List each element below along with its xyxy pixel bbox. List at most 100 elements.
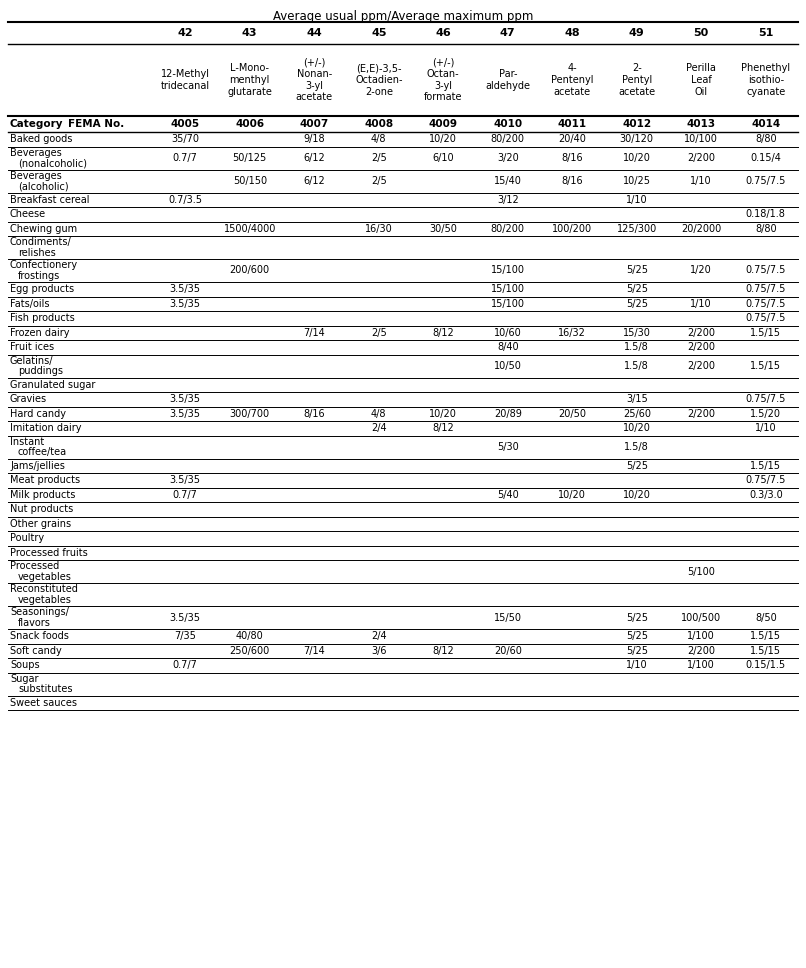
Text: 15/50: 15/50: [494, 613, 521, 622]
Text: 12-Methyl
tridecanal: 12-Methyl tridecanal: [160, 69, 210, 91]
Text: 0.75/7.5: 0.75/7.5: [746, 265, 786, 276]
Text: (nonalcoholic): (nonalcoholic): [18, 158, 87, 168]
Text: 250/600: 250/600: [230, 646, 270, 655]
Text: 5/25: 5/25: [625, 285, 648, 294]
Text: 30/50: 30/50: [430, 224, 457, 233]
Text: Fruit ices: Fruit ices: [10, 343, 54, 352]
Text: 15/40: 15/40: [494, 176, 521, 186]
Text: 80/200: 80/200: [491, 224, 525, 233]
Text: 1.5/15: 1.5/15: [750, 328, 781, 338]
Text: 46: 46: [435, 28, 451, 38]
Text: 8/12: 8/12: [432, 646, 454, 655]
Text: 16/30: 16/30: [365, 224, 393, 233]
Text: 43: 43: [242, 28, 257, 38]
Text: Other grains: Other grains: [10, 519, 71, 529]
Text: 8/80: 8/80: [755, 135, 776, 144]
Text: 1500/4000: 1500/4000: [223, 224, 276, 233]
Text: 200/600: 200/600: [230, 265, 270, 276]
Text: Frozen dairy: Frozen dairy: [10, 328, 69, 338]
Text: 4/8: 4/8: [371, 408, 387, 419]
Text: 10/100: 10/100: [684, 135, 718, 144]
Text: 20/2000: 20/2000: [681, 224, 721, 233]
Text: Jams/jellies: Jams/jellies: [10, 461, 64, 470]
Text: 3.5/35: 3.5/35: [170, 613, 201, 622]
Text: Category: Category: [10, 119, 64, 129]
Text: Confectionery: Confectionery: [10, 260, 78, 270]
Text: 1/10: 1/10: [755, 423, 776, 434]
Text: Baked goods: Baked goods: [10, 135, 73, 144]
Text: 3.5/35: 3.5/35: [170, 475, 201, 485]
Text: 1.5/8: 1.5/8: [625, 442, 649, 452]
Text: 4/8: 4/8: [371, 135, 387, 144]
Text: Soups: Soups: [10, 660, 39, 670]
Text: 15/100: 15/100: [491, 265, 525, 276]
Text: 4013: 4013: [687, 119, 716, 129]
Text: 1/10: 1/10: [626, 660, 647, 670]
Text: 1/10: 1/10: [626, 195, 647, 205]
Text: 10/20: 10/20: [623, 423, 650, 434]
Text: 10/20: 10/20: [559, 490, 586, 499]
Text: 6/12: 6/12: [303, 153, 325, 163]
Text: 0.7/7: 0.7/7: [172, 153, 197, 163]
Text: 50: 50: [694, 28, 708, 38]
Text: substitutes: substitutes: [18, 684, 73, 694]
Text: 25/60: 25/60: [623, 408, 650, 419]
Text: 3/15: 3/15: [626, 394, 648, 405]
Text: 20/40: 20/40: [559, 135, 586, 144]
Text: 10/60: 10/60: [494, 328, 521, 338]
Text: 300/700: 300/700: [230, 408, 270, 419]
Text: 9/18: 9/18: [303, 135, 325, 144]
Text: 0.15/4: 0.15/4: [750, 153, 781, 163]
Text: 6/10: 6/10: [433, 153, 454, 163]
Text: 0.75/7.5: 0.75/7.5: [746, 394, 786, 405]
Text: Average usual ppm/Average maximum ppm: Average usual ppm/Average maximum ppm: [272, 10, 534, 23]
Text: Granulated sugar: Granulated sugar: [10, 379, 95, 390]
Text: Imitation dairy: Imitation dairy: [10, 423, 81, 434]
Text: 4014: 4014: [751, 119, 780, 129]
Text: Perilla
Leaf
Oil: Perilla Leaf Oil: [687, 63, 717, 97]
Text: 1.5/8: 1.5/8: [625, 343, 649, 352]
Text: Snack foods: Snack foods: [10, 631, 69, 641]
Text: relishes: relishes: [18, 248, 56, 257]
Text: FEMA No.: FEMA No.: [68, 119, 124, 129]
Text: (E,E)-3,5-
Octadien-
2-one: (E,E)-3,5- Octadien- 2-one: [355, 63, 402, 97]
Text: frostings: frostings: [18, 271, 60, 281]
Text: 16/32: 16/32: [559, 328, 586, 338]
Text: 45: 45: [371, 28, 387, 38]
Text: Processed: Processed: [10, 561, 60, 571]
Text: 2/200: 2/200: [688, 361, 715, 371]
Text: 4-
Pentenyl
acetate: 4- Pentenyl acetate: [551, 63, 593, 97]
Text: 3/6: 3/6: [371, 646, 387, 655]
Text: Poultry: Poultry: [10, 533, 44, 543]
Text: 3.5/35: 3.5/35: [170, 285, 201, 294]
Text: 10/20: 10/20: [623, 490, 650, 499]
Text: 15/100: 15/100: [491, 299, 525, 309]
Text: Instant: Instant: [10, 437, 44, 447]
Text: Gravies: Gravies: [10, 394, 47, 405]
Text: 4009: 4009: [429, 119, 458, 129]
Text: 0.7/3.5: 0.7/3.5: [168, 195, 202, 205]
Text: 42: 42: [177, 28, 193, 38]
Text: 20/50: 20/50: [559, 408, 586, 419]
Text: 8/16: 8/16: [562, 176, 583, 186]
Text: 44: 44: [306, 28, 322, 38]
Text: 0.75/7.5: 0.75/7.5: [746, 176, 786, 186]
Text: 2/200: 2/200: [688, 646, 715, 655]
Text: 1.5/15: 1.5/15: [750, 646, 781, 655]
Text: 5/30: 5/30: [496, 442, 518, 452]
Text: 8/40: 8/40: [497, 343, 518, 352]
Text: vegetables: vegetables: [18, 571, 72, 582]
Text: 8/12: 8/12: [432, 328, 454, 338]
Text: 48: 48: [564, 28, 580, 38]
Text: 2/200: 2/200: [688, 343, 715, 352]
Text: Reconstituted: Reconstituted: [10, 585, 78, 594]
Text: 2-
Pentyl
acetate: 2- Pentyl acetate: [618, 63, 655, 97]
Text: 5/100: 5/100: [688, 566, 715, 577]
Text: 1/10: 1/10: [691, 176, 712, 186]
Text: Fats/oils: Fats/oils: [10, 299, 49, 309]
Text: vegetables: vegetables: [18, 594, 72, 605]
Text: Seasonings/: Seasonings/: [10, 608, 69, 618]
Text: Hard candy: Hard candy: [10, 408, 66, 419]
Text: L-Mono-
menthyl
glutarate: L-Mono- menthyl glutarate: [227, 63, 272, 97]
Text: (+/-)
Nonan-
3-yl
acetate: (+/-) Nonan- 3-yl acetate: [296, 58, 333, 103]
